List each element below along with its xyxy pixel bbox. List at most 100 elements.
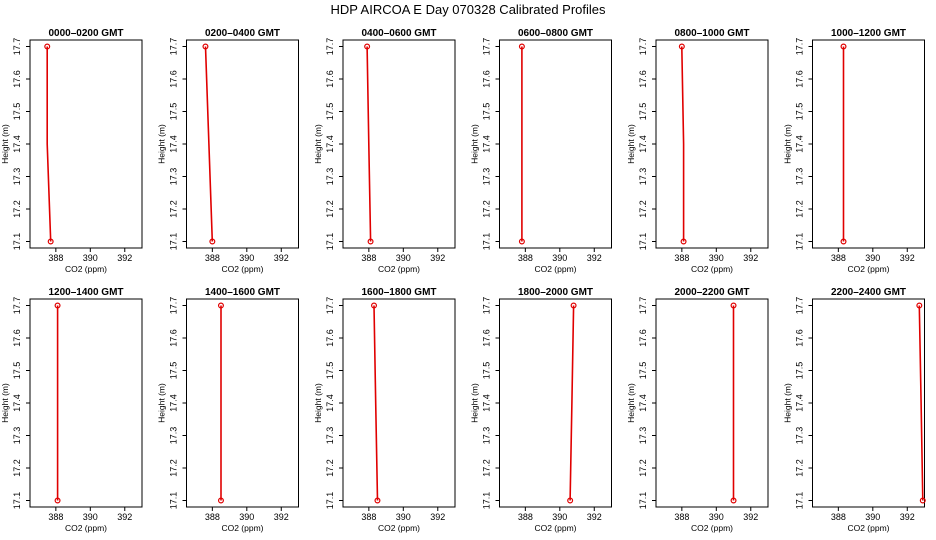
x-tick-label: 390 [239, 512, 254, 522]
profile-endpoint [364, 43, 371, 50]
y-tick-label: 17.1 [638, 233, 648, 251]
y-tick-label: 17.3 [638, 427, 648, 445]
y-tick-label: 17.1 [12, 233, 22, 251]
y-tick-label: 17.6 [482, 329, 492, 347]
y-tick-label: 17.2 [482, 459, 492, 477]
y-tick-label: 17.3 [325, 427, 335, 445]
y-tick-label: 17.7 [169, 38, 179, 56]
x-axis-label: CO2 (ppm) [691, 523, 733, 533]
panel-title: 2200–2400 GMT [831, 287, 906, 298]
x-tick-label: 388 [205, 512, 220, 522]
y-tick-label: 17.6 [325, 70, 335, 88]
panel-title: 0200–0400 GMT [205, 28, 280, 39]
y-tick-label: 17.1 [795, 233, 805, 251]
y-tick-label: 17.3 [795, 427, 805, 445]
profile-endpoint [518, 238, 525, 245]
x-tick-label: 388 [831, 253, 846, 263]
y-tick-label: 17.4 [169, 135, 179, 153]
x-axis-label: CO2 (ppm) [691, 264, 733, 274]
y-tick-label: 17.2 [325, 459, 335, 477]
panel-title: 0400–0600 GMT [361, 28, 436, 39]
panel-grid: 0000–0200 GMT 388 390 392 17.1 17.2 17.3 17.4 17… [0, 28, 926, 533]
plot-frame [812, 298, 925, 508]
y-tick-label: 17.7 [795, 297, 805, 315]
x-tick-label: 388 [48, 512, 63, 522]
profile-endpoint [209, 238, 216, 245]
x-tick-label: 392 [274, 253, 289, 263]
y-tick-label: 17.7 [12, 297, 22, 315]
profile-endpoint [217, 302, 224, 309]
x-tick-label: 392 [117, 512, 132, 522]
y-tick-label: 17.6 [795, 70, 805, 88]
profile-line [569, 305, 575, 501]
profile-endpoint [202, 43, 209, 50]
panel-11: 2000–2200 GMT 388 390 392 17.1 17.2 17.3 17.4 17… [626, 287, 769, 533]
panel-10: 1800–2000 GMT 388 390 392 17.1 17.2 17.3 17.4 17… [470, 287, 612, 533]
x-tick-label: 390 [239, 253, 254, 263]
y-tick-label: 17.3 [638, 168, 648, 186]
y-tick-label: 17.1 [169, 492, 179, 510]
panel-title: 1200–1400 GMT [48, 287, 123, 298]
plot-frame [342, 39, 456, 249]
y-tick-label: 17.1 [325, 233, 335, 251]
y-tick-label: 17.1 [482, 233, 492, 251]
profile-endpoint [217, 497, 224, 504]
y-axis-label: Height (m) [0, 124, 10, 164]
y-tick-label: 17.6 [169, 70, 179, 88]
y-tick-label: 17.6 [12, 70, 22, 88]
profile-endpoint [567, 497, 574, 504]
y-tick-label: 17.5 [795, 362, 805, 380]
profile-line [46, 46, 52, 242]
x-tick-label: 392 [117, 253, 132, 263]
x-tick-label: 388 [518, 253, 533, 263]
y-axis-label: Height (m) [157, 383, 167, 423]
y-tick-label: 17.1 [795, 492, 805, 510]
y-tick-label: 17.3 [169, 168, 179, 186]
y-tick-label: 17.6 [325, 329, 335, 347]
x-axis-label: CO2 (ppm) [378, 523, 420, 533]
y-tick-label: 17.7 [325, 297, 335, 315]
x-tick-label: 390 [83, 253, 98, 263]
profile-endpoint [678, 43, 685, 50]
profile-endpoint [44, 43, 51, 50]
y-tick-label: 17.2 [325, 200, 335, 218]
y-axis-label: Height (m) [470, 383, 480, 423]
x-tick-label: 390 [709, 253, 724, 263]
profile-endpoint [371, 302, 378, 309]
y-tick-label: 17.1 [482, 492, 492, 510]
y-tick-label: 17.2 [638, 200, 648, 218]
plot-frame [499, 298, 612, 508]
y-tick-label: 17.4 [638, 135, 648, 153]
x-axis-label: CO2 (ppm) [847, 264, 889, 274]
panel-title: 1800–2000 GMT [518, 287, 593, 298]
x-tick-label: 392 [430, 253, 445, 263]
y-axis-label: Height (m) [626, 383, 636, 423]
y-tick-label: 17.4 [169, 394, 179, 412]
y-tick-label: 17.4 [325, 135, 335, 153]
profile-endpoint [730, 302, 737, 309]
y-tick-label: 17.2 [482, 200, 492, 218]
x-tick-label: 390 [396, 253, 411, 263]
x-tick-label: 390 [552, 253, 567, 263]
y-tick-label: 17.2 [795, 200, 805, 218]
profile-endpoint [367, 238, 374, 245]
x-tick-label: 390 [396, 512, 411, 522]
x-tick-label: 392 [274, 512, 289, 522]
profile-endpoint [47, 238, 54, 245]
plot-frame [499, 39, 612, 249]
panel-title: 0800–1000 GMT [674, 28, 749, 39]
x-tick-label: 392 [743, 253, 758, 263]
y-axis-label: Height (m) [313, 383, 323, 423]
profile-endpoint [840, 238, 847, 245]
y-tick-label: 17.6 [169, 329, 179, 347]
x-tick-label: 388 [361, 512, 376, 522]
panel-8: 1400–1600 GMT 388 390 392 17.1 17.2 17.3 17.4 17… [157, 287, 299, 533]
panel-2: 0200–0400 GMT 388 390 392 17.1 17.2 17.3 17.4 17… [157, 28, 299, 274]
y-tick-label: 17.5 [638, 362, 648, 380]
figure-title: HDP AIRCOA E Day 070328 Calibrated Profi… [330, 2, 606, 17]
x-axis-label: CO2 (ppm) [534, 523, 576, 533]
profile-endpoint [374, 497, 381, 504]
profile-endpoint [570, 302, 577, 309]
y-tick-label: 17.5 [795, 103, 805, 121]
plot-frame [812, 39, 925, 249]
